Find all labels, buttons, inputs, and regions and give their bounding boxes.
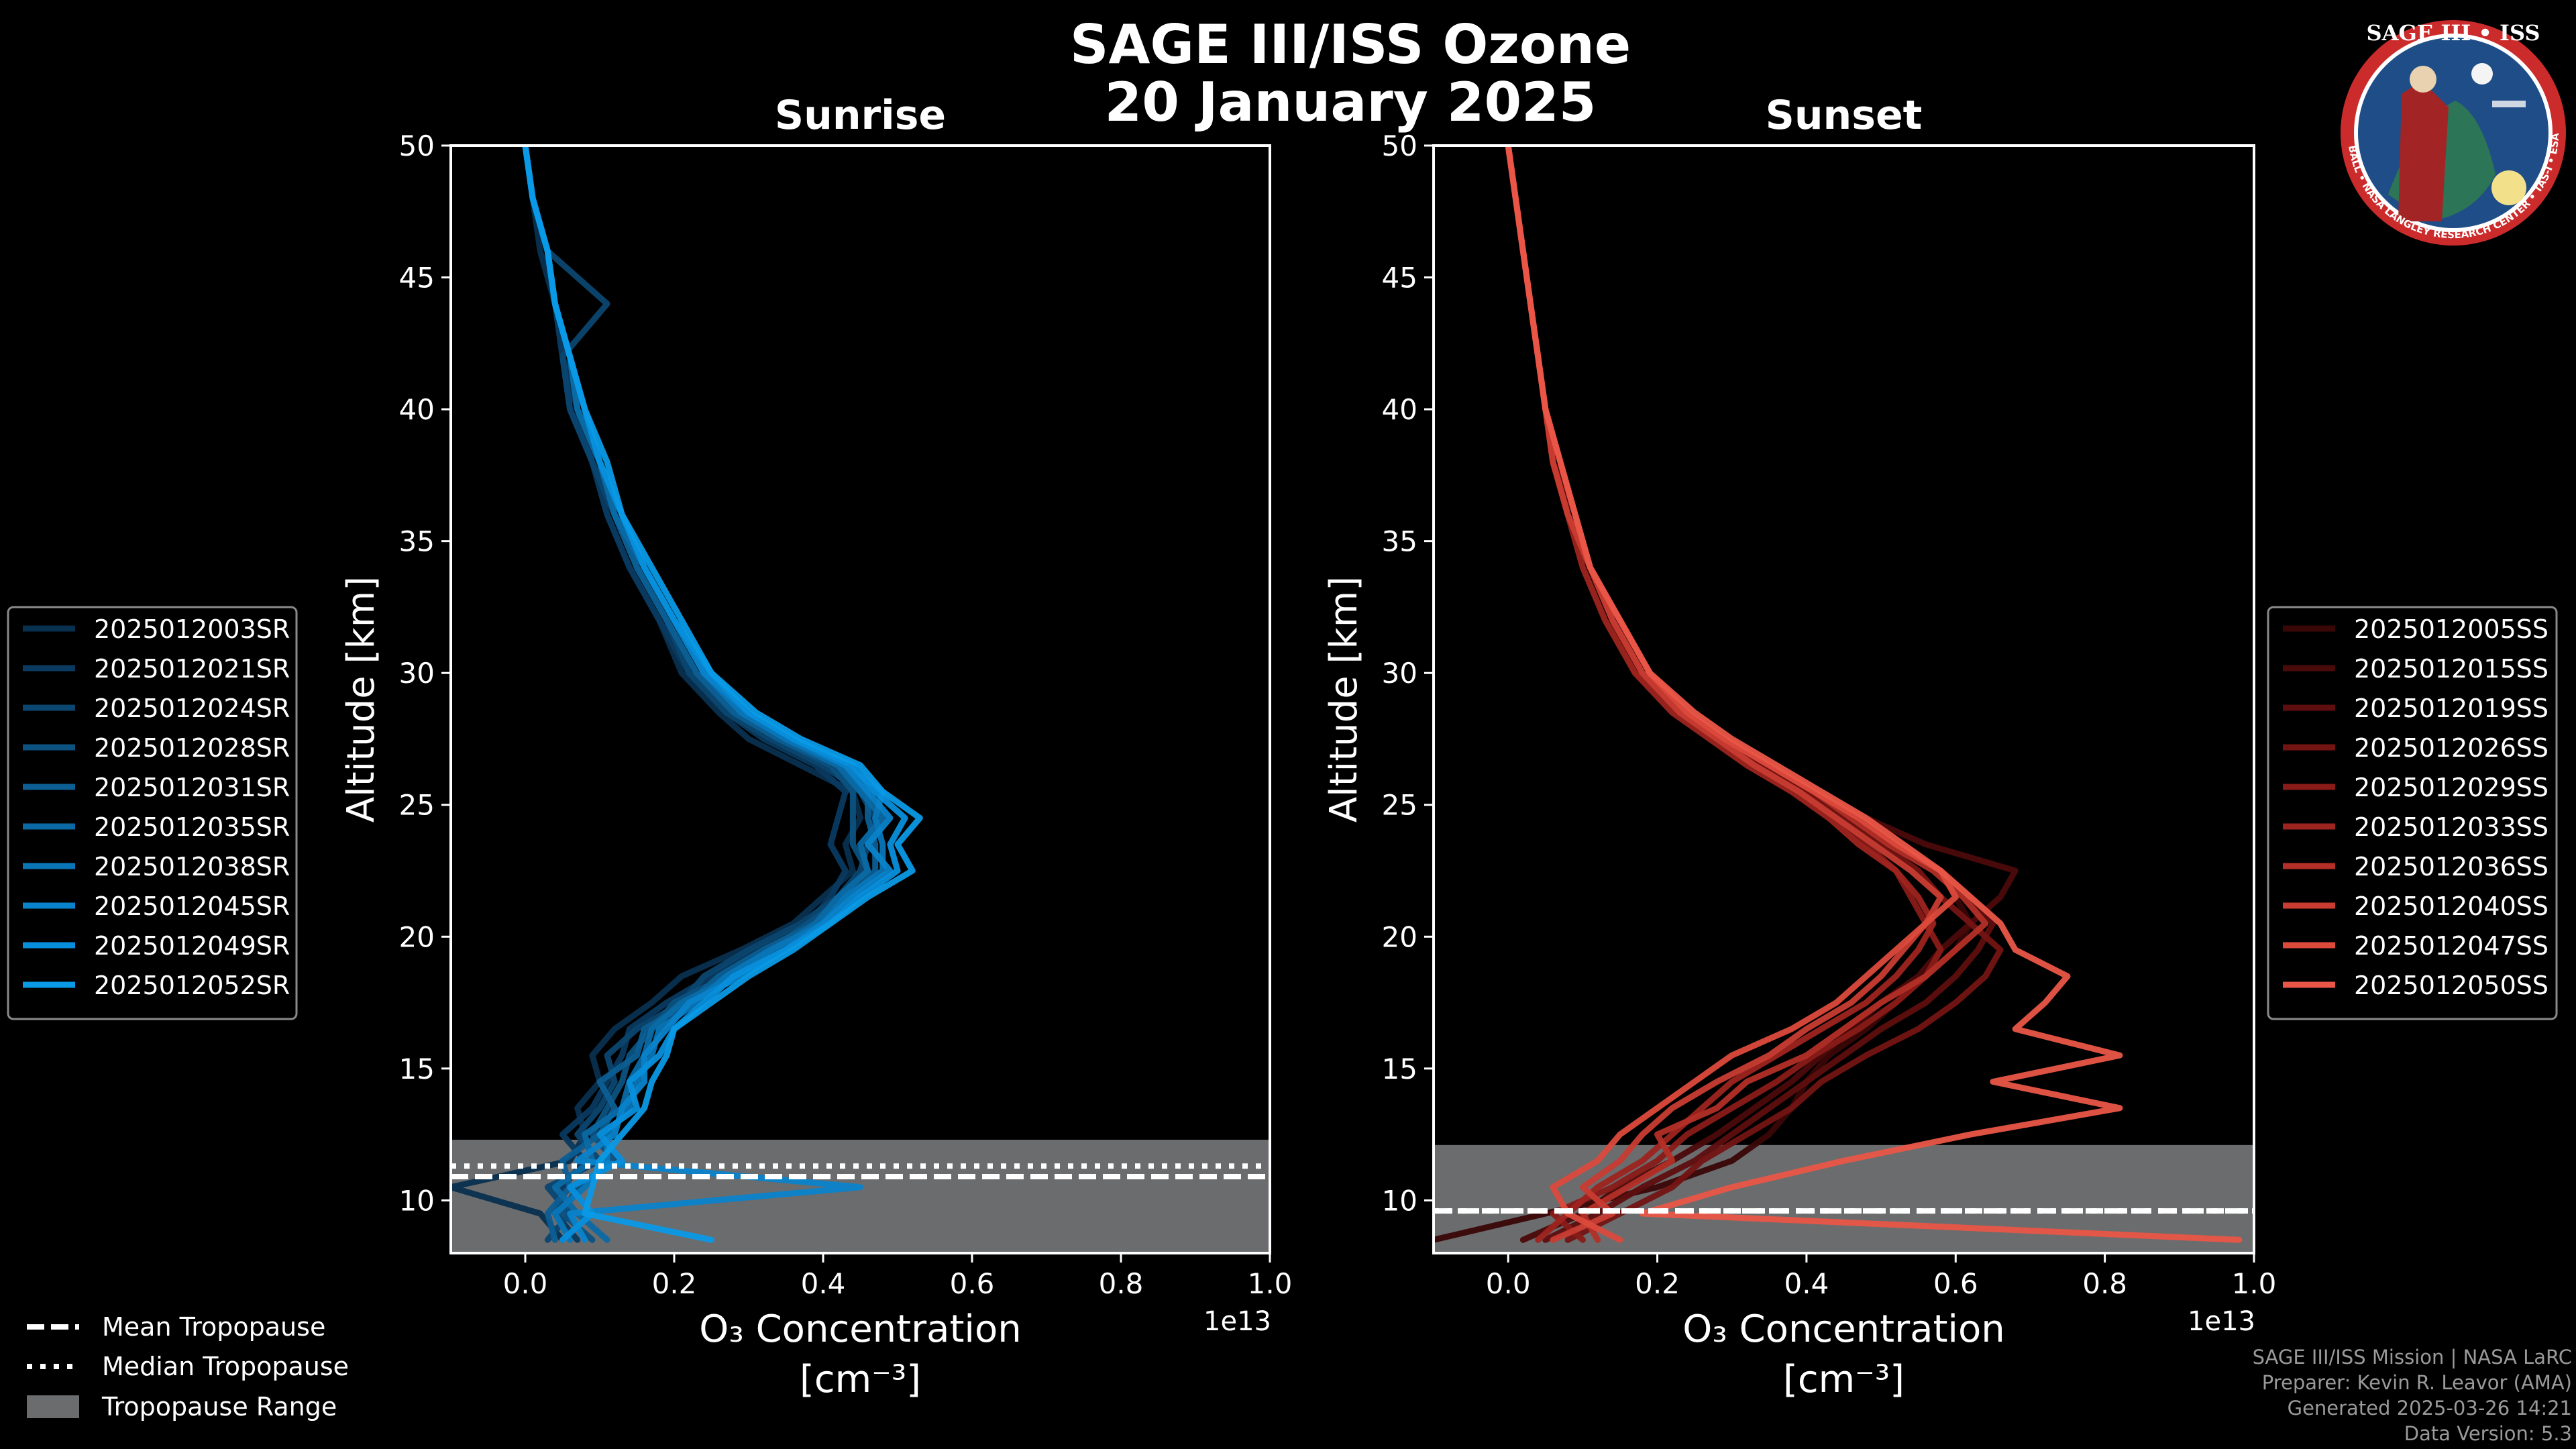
legend-entry-2025012049SR: 2025012049SR — [94, 931, 290, 961]
legend-box — [7, 606, 298, 1020]
legend-entry-2025012040SS: 2025012040SS — [2354, 892, 2548, 921]
y-tick-label: 25 — [399, 789, 435, 822]
legend-entry-2025012026SS: 2025012026SS — [2354, 733, 2548, 763]
y-tick-label: 45 — [1382, 262, 1417, 294]
legend-box — [2267, 606, 2558, 1020]
y-tick-label: 20 — [1382, 920, 1417, 953]
legend-entry-2025012045SR: 2025012045SR — [94, 892, 290, 921]
x-tick-label: 0.8 — [2082, 1267, 2127, 1300]
footer-mission: SAGE III/ISS Mission | NASA LaRC — [2252, 1346, 2572, 1368]
plot-area — [1434, 146, 2254, 1253]
panel-title: Sunset — [1766, 92, 1923, 139]
x-tick-label: 0.2 — [1635, 1267, 1680, 1300]
sunset-panel: 0.0 0.2 0.4 0.6 0.8 1.0 10 15 20 25 30 35 40 45 50 Suns… — [1322, 92, 2276, 1401]
y-tick-label: 40 — [399, 393, 435, 426]
footer-version: Data Version: 5.3 — [2404, 1422, 2572, 1445]
sunrise-legend: 2025012003SR 2025012021SR 2025012024SR 2025… — [7, 606, 298, 1020]
tropopause-legend: Mean Tropopause Median Tropopause Tropop… — [27, 1312, 349, 1421]
x-tick-label: 0.4 — [801, 1267, 846, 1300]
legend-entry-2025012024SR: 2025012024SR — [94, 694, 290, 723]
main-title: SAGE III/ISS Ozone — [1070, 13, 1631, 76]
legend-entry-2025012035SR: 2025012035SR — [94, 812, 290, 842]
x-scale-offset: 1e13 — [1203, 1306, 1271, 1337]
series-group — [1434, 146, 2243, 1243]
footer-credits: SAGE III/ISS Mission | NASA LaRC Prepare… — [2253, 1344, 2572, 1446]
footer-generated: Generated 2025-03-26 14:21 — [2287, 1397, 2572, 1419]
median-tropopause-label: Median Tropopause — [102, 1352, 349, 1381]
legend-entry-2025012052SR: 2025012052SR — [94, 971, 290, 1000]
series-group — [451, 146, 923, 1243]
series-line-2025012052SR — [522, 146, 923, 1243]
footer-preparer: Preparer: Kevin R. Leavor (AMA) — [2261, 1371, 2572, 1394]
logo-station — [2492, 101, 2526, 107]
sunrise-panel: 0.0 0.2 0.4 0.6 0.8 1.0 10 15 20 25 30 35 40 45 50 Sunr… — [339, 92, 1292, 1401]
sunset-legend: 2025012005SS 2025012015SS 2025012019SS 2025… — [2267, 606, 2558, 1020]
legend-entry-2025012005SS: 2025012005SS — [2354, 614, 2548, 644]
x-axis-label: O₃ Concentration — [699, 1307, 1021, 1351]
y-tick-label: 35 — [1382, 525, 1417, 558]
logo-moon — [2471, 63, 2493, 85]
legend-entry-2025012031SR: 2025012031SR — [94, 773, 290, 802]
x-tick-label: 0.0 — [1486, 1267, 1531, 1300]
legend-entry-2025012050SS: 2025012050SS — [2354, 971, 2548, 1000]
x-tick-label: 1.0 — [1248, 1267, 1293, 1300]
y-tick-label: 30 — [1382, 657, 1417, 690]
plot-frame — [449, 144, 1271, 1254]
logo-title: SAGE III • ISS — [2367, 20, 2540, 46]
x-tick-label: 0.6 — [950, 1267, 995, 1300]
series-line-2025012050SS — [1505, 146, 2243, 1243]
x-tick-label: 0.0 — [503, 1267, 548, 1300]
x-axis-units: [cm⁻³] — [800, 1358, 921, 1401]
x-tick-label: 1.0 — [2232, 1267, 2277, 1300]
mean-tropopause-label: Mean Tropopause — [102, 1312, 325, 1342]
y-tick-label: 30 — [399, 657, 435, 690]
y-tick-label: 45 — [399, 262, 435, 294]
x-tick-label: 0.2 — [652, 1267, 697, 1300]
legend-entry-2025012029SS: 2025012029SS — [2354, 773, 2548, 802]
y-axis-label: Altitude [km] — [1322, 576, 1366, 822]
tropopause-range-swatch — [27, 1395, 79, 1418]
plot-frame — [1432, 144, 2255, 1254]
y-tick-label: 50 — [1382, 129, 1417, 162]
panel-title: Sunrise — [775, 92, 946, 139]
y-tick-label: 10 — [399, 1184, 435, 1217]
y-tick-label: 15 — [399, 1053, 435, 1085]
legend-entry-2025012019SS: 2025012019SS — [2354, 694, 2548, 723]
y-tick-label: 40 — [1382, 393, 1417, 426]
y-tick-label: 10 — [1382, 1184, 1417, 1217]
legend-entry-2025012015SS: 2025012015SS — [2354, 654, 2548, 684]
y-tick-label: 20 — [399, 920, 435, 953]
logo-sun — [2491, 170, 2526, 205]
legend-entry-2025012036SS: 2025012036SS — [2354, 852, 2548, 881]
date-subtitle: 20 January 2025 — [1105, 71, 1597, 133]
x-tick-label: 0.8 — [1099, 1267, 1144, 1300]
legend-entry-2025012028SR: 2025012028SR — [94, 733, 290, 763]
x-axis-label: O₃ Concentration — [1682, 1307, 2004, 1351]
tropopause-range-label: Tropopause Range — [101, 1392, 337, 1421]
x-tick-label: 0.4 — [1784, 1267, 1829, 1300]
y-tick-label: 50 — [399, 129, 435, 162]
y-axis-label: Altitude [km] — [339, 576, 383, 822]
legend-entry-2025012021SR: 2025012021SR — [94, 654, 290, 684]
logo-wizard-robe — [2398, 80, 2449, 221]
legend-entry-2025012038SR: 2025012038SR — [94, 852, 290, 881]
legend-entry-2025012003SR: 2025012003SR — [94, 614, 290, 644]
sage-iii-iss-logo: SAGE III • ISS BALL • NASA LANGLEY RESEA… — [2341, 20, 2566, 246]
y-tick-label: 35 — [399, 525, 435, 558]
plot-area — [451, 146, 1270, 1253]
logo-wizard-face — [2410, 66, 2436, 93]
x-scale-offset: 1e13 — [2188, 1306, 2255, 1337]
legend-entry-2025012033SS: 2025012033SS — [2354, 812, 2548, 842]
y-tick-label: 15 — [1382, 1053, 1417, 1085]
x-axis-units: [cm⁻³] — [1783, 1358, 1904, 1401]
x-tick-label: 0.6 — [1933, 1267, 1978, 1300]
y-tick-label: 25 — [1382, 789, 1417, 822]
legend-entry-2025012047SS: 2025012047SS — [2354, 931, 2548, 961]
